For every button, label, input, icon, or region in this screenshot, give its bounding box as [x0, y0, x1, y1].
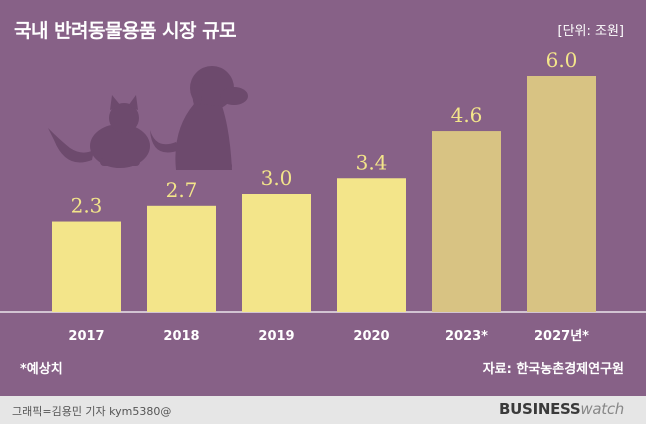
bar-3 [337, 178, 406, 312]
bar-1 [147, 205, 216, 312]
brand-logo: BUSINESSwatch [499, 400, 624, 418]
brand-main: BUSINESS [499, 400, 581, 418]
unit-label: [단위: 조원] [557, 24, 625, 39]
x-tick-label-1: 2018 [163, 329, 199, 344]
brand-sub: watch [580, 400, 624, 418]
graphic-credit: 그래픽=김용민 기자 kym5380@ [12, 405, 172, 418]
source-note: 자료: 한국농촌경제연구원 [482, 362, 624, 377]
value-label-3: 3.4 [356, 150, 388, 174]
footer-bar: 그래픽=김용민 기자 kym5380@ BUSINESSwatch [0, 396, 646, 424]
bars-group: 2.3 2017 2.7 2018 3.0 2019 3.4 2020 4.6 2023* 6.0 2… [52, 48, 596, 344]
value-label-1: 2.7 [166, 178, 198, 202]
bar-5 [527, 76, 596, 312]
value-label-5: 6.0 [546, 48, 578, 72]
value-label-0: 2.3 [71, 194, 103, 218]
dog-silhouette-icon [150, 66, 248, 170]
cat-silhouette-icon [48, 95, 150, 168]
bar-2 [242, 194, 311, 312]
bar-4 [432, 131, 501, 312]
x-tick-label-3: 2020 [353, 329, 389, 344]
x-tick-label-0: 2017 [68, 329, 104, 344]
x-tick-label-2: 2019 [258, 329, 294, 344]
bar-0 [52, 221, 121, 312]
bar-chart: 2.3 2017 2.7 2018 3.0 2019 3.4 2020 4.6 2023* 6.0 2… [0, 48, 646, 344]
x-tick-label-4: 2023* [445, 329, 488, 344]
x-tick-label-5: 2027년* [534, 329, 589, 344]
chart-title: 국내 반려동물용품 시장 규모 [14, 20, 237, 42]
value-label-4: 4.6 [451, 103, 483, 127]
value-label-2: 3.0 [261, 166, 293, 190]
forecast-note: *예상치 [20, 362, 63, 377]
